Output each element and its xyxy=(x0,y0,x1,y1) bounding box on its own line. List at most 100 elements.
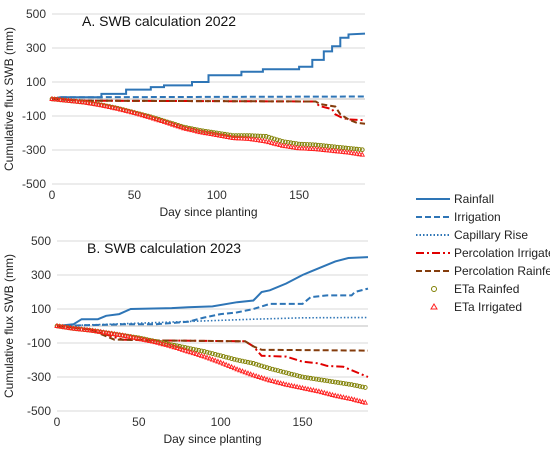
data-point xyxy=(293,144,300,150)
data-point xyxy=(263,134,269,139)
data-point xyxy=(362,385,368,390)
data-point xyxy=(281,369,286,375)
data-point xyxy=(122,332,128,338)
data-point xyxy=(231,356,237,362)
data-point xyxy=(67,324,74,331)
data-point xyxy=(356,151,363,157)
y-tick-label: 100 xyxy=(31,302,51,316)
data-point xyxy=(190,350,197,356)
data-point xyxy=(335,380,341,385)
data-point xyxy=(229,356,234,361)
data-point xyxy=(248,360,254,366)
data-point xyxy=(112,105,118,111)
data-point xyxy=(357,398,363,404)
data-point xyxy=(166,342,172,348)
data-point xyxy=(258,374,265,380)
data-point xyxy=(237,358,243,363)
data-point xyxy=(181,125,187,131)
data-point xyxy=(204,354,210,360)
data-point xyxy=(275,368,281,373)
data-point xyxy=(300,374,305,380)
data-point xyxy=(290,144,297,150)
data-point xyxy=(359,151,366,157)
series-capillary-rise xyxy=(56,316,369,327)
data-point xyxy=(116,331,123,337)
data-point xyxy=(238,135,245,141)
data-point xyxy=(279,142,286,148)
data-point xyxy=(245,359,251,365)
data-point xyxy=(234,366,240,372)
data-point xyxy=(106,330,112,336)
series-line xyxy=(51,98,366,125)
data-point xyxy=(198,352,205,358)
data-point xyxy=(149,338,156,344)
data-point xyxy=(343,394,349,400)
data-point xyxy=(92,327,98,334)
data-point xyxy=(219,131,225,137)
data-point xyxy=(239,368,246,374)
chart-title: A. SWB calculation 2022 xyxy=(82,13,236,29)
data-point xyxy=(218,353,224,359)
data-point xyxy=(271,140,278,146)
series-line xyxy=(56,256,369,327)
data-point xyxy=(109,104,116,110)
data-point xyxy=(156,117,162,123)
series-line xyxy=(56,287,369,327)
data-point xyxy=(62,324,68,330)
chart-title: B. SWB calculation 2023 xyxy=(87,240,241,256)
data-point xyxy=(267,377,273,383)
data-point xyxy=(223,361,229,367)
data-point xyxy=(175,123,182,129)
data-point xyxy=(215,358,221,364)
data-point xyxy=(231,365,238,371)
data-point xyxy=(329,391,336,397)
data-point xyxy=(197,129,204,135)
data-point xyxy=(125,333,131,339)
data-point xyxy=(82,99,88,105)
data-point xyxy=(233,135,239,141)
data-point xyxy=(204,349,210,355)
data-point xyxy=(172,122,179,128)
data-point xyxy=(60,96,66,103)
x-tick-label: 100 xyxy=(207,188,227,202)
data-point xyxy=(312,146,319,152)
data-point xyxy=(233,133,239,138)
x-tick-label: 150 xyxy=(293,415,313,429)
y-tick-label: 300 xyxy=(26,41,46,55)
data-point xyxy=(127,333,134,339)
x-tick-label: 100 xyxy=(211,415,231,429)
data-point xyxy=(222,131,228,137)
data-point xyxy=(230,133,236,138)
data-point xyxy=(207,350,213,356)
series-line xyxy=(51,32,366,100)
data-point xyxy=(130,334,137,340)
data-point xyxy=(316,377,322,382)
data-point xyxy=(226,355,232,361)
data-point xyxy=(253,361,259,367)
data-point xyxy=(264,376,270,382)
data-point xyxy=(213,131,220,137)
data-point xyxy=(261,375,268,381)
legend-label: Rainfall xyxy=(454,192,494,206)
data-point xyxy=(311,376,316,382)
data-point xyxy=(65,324,71,330)
data-point xyxy=(235,135,242,141)
data-point xyxy=(252,136,258,142)
data-point xyxy=(68,97,74,103)
data-point xyxy=(171,344,178,350)
data-point xyxy=(340,394,347,400)
data-point xyxy=(286,371,292,376)
data-point xyxy=(316,388,322,394)
data-point xyxy=(239,133,244,138)
data-point xyxy=(225,132,231,138)
data-point xyxy=(288,143,294,149)
data-point xyxy=(269,377,276,384)
data-point xyxy=(170,121,176,127)
series-eta-irrigated xyxy=(49,95,366,157)
data-point xyxy=(338,380,344,386)
data-point xyxy=(313,376,319,382)
data-point xyxy=(65,97,72,103)
data-point xyxy=(272,367,278,373)
y-tick-label: 500 xyxy=(26,7,46,21)
data-point xyxy=(241,135,247,141)
